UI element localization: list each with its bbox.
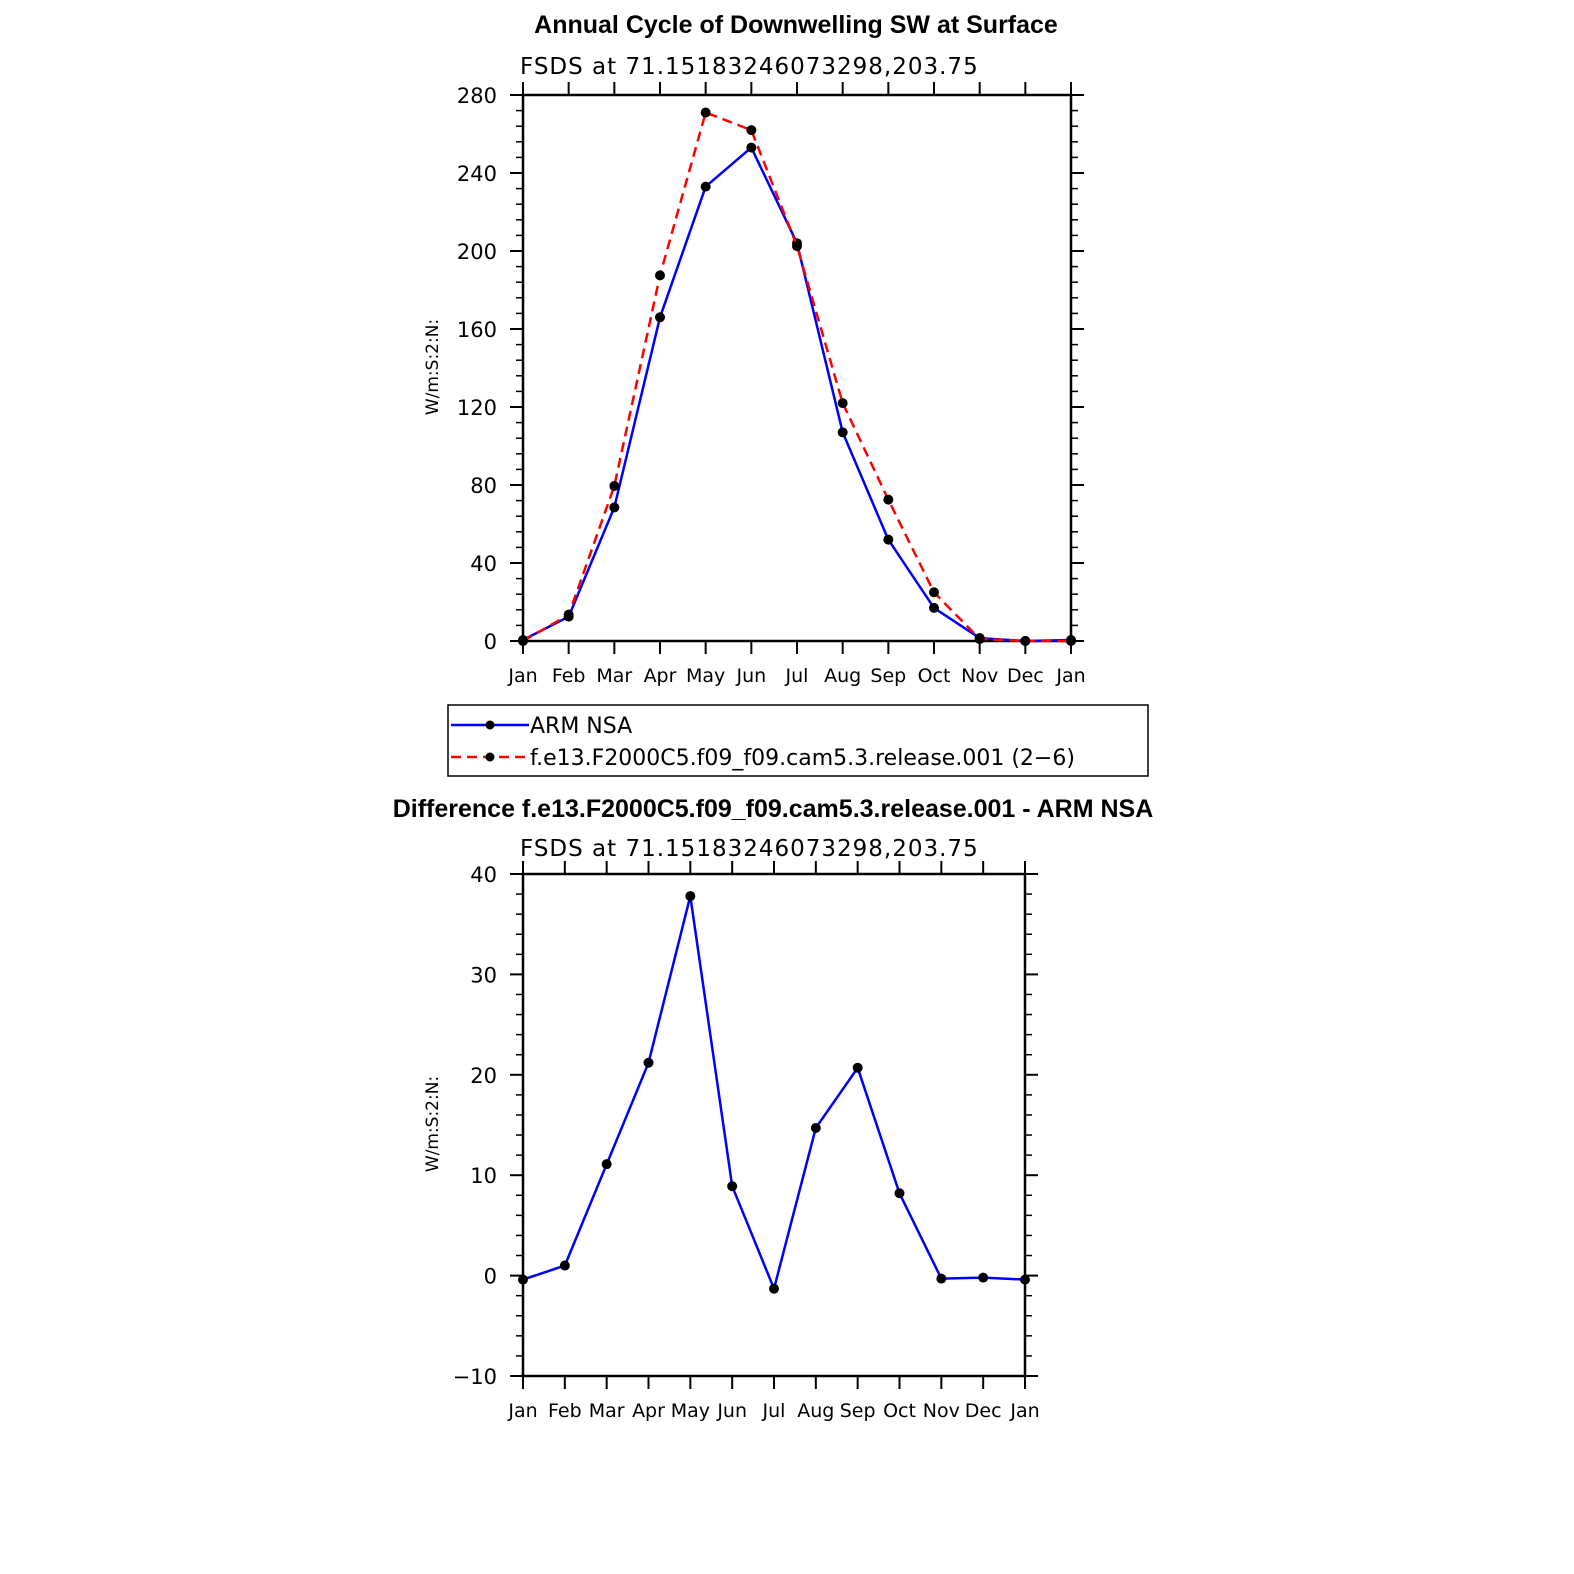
chart1-ytick-label: 120 (457, 396, 497, 420)
chart1-series-1-point (929, 602, 939, 613)
chart2-series-1-point (601, 1159, 612, 1170)
chart1-xtick-label: Nov (961, 665, 998, 687)
chart1-series-2-point (974, 634, 985, 645)
legend-entry-1: ARM NSA (451, 714, 632, 739)
chart1-series-2-point (883, 494, 894, 505)
chart1-xtick-label: Jul (785, 665, 809, 687)
chart1-series-2-point (655, 270, 665, 281)
chart2-xtick-label: Apr (632, 1400, 665, 1422)
chart2-xtick-label: Dec (965, 1400, 1002, 1422)
chart2-series-1-point (1020, 1274, 1030, 1285)
chart2-xtick-label: Jun (716, 1400, 747, 1422)
chart1-xtick-label: Aug (824, 665, 861, 687)
chart2-xtick-label: Nov (923, 1400, 960, 1422)
chart1-xtick-label: Jun (735, 665, 766, 687)
chart1-xtick-label: May (686, 665, 725, 687)
chart1-series-1-point (655, 312, 665, 323)
chart1-series-2-line (522, 111, 1071, 643)
chart1-series-1-point (837, 427, 848, 438)
legend-marker-1 (485, 720, 495, 730)
chart2-series-1-point (518, 1274, 528, 1285)
chart1-series-2-point (1066, 636, 1076, 646)
chart2-xtick-label: May (671, 1400, 710, 1422)
chart2-ytick-label: 30 (470, 963, 497, 987)
chart2-series-1-point (727, 1181, 738, 1192)
chart2-series-1-point (852, 1062, 863, 1073)
chart1-subtitle: FSDS at 71.15183246073298,203.75 (520, 54, 979, 80)
chart1-ytick-label: 280 (457, 84, 497, 108)
chart1-series-2-point (700, 107, 711, 118)
chart1-ytick-label: 160 (457, 318, 497, 342)
chart1-series-2-point (929, 587, 939, 598)
chart2-title: Difference f.e13.F2000C5.f09_f09.cam5.3.… (393, 795, 1154, 823)
chart1-series-2-point (837, 398, 848, 409)
chart1-ytick-label: 0 (484, 630, 497, 654)
chart2-xtick-label: Feb (548, 1400, 582, 1422)
chart1-ytick-label: 240 (457, 162, 497, 186)
chart1-legend: ARM NSA f.e13.F2000C5.f09_f09.cam5.3.rel… (447, 704, 1149, 777)
chart2-series-1-point (685, 891, 696, 902)
chart1-frame (521, 93, 1073, 643)
chart2-series-1-point (643, 1057, 654, 1068)
chart1-xtick-label: Oct (918, 665, 951, 687)
chart1-title: Annual Cycle of Downwelling SW at Surfac… (534, 11, 1058, 39)
chart1-series-2-point (746, 125, 757, 136)
chart2-ylabel: W/m:S:2:N: (423, 1076, 443, 1172)
chart1-xtick-label: Apr (644, 665, 677, 687)
legend-box (447, 704, 1149, 777)
chart2-series-1-point (810, 1123, 821, 1134)
chart2-series-1-point (559, 1260, 570, 1271)
chart2-xtick-label: Jan (507, 1400, 537, 1422)
chart2-plot: −10 0 10 20 30 40 Jan Feb Mar Apr May Jun Jul Aug Sep O… (453, 861, 1040, 1422)
chart2-xtick-label: Jul (762, 1400, 786, 1422)
chart2-ytick-label: 20 (470, 1064, 497, 1088)
chart1-ytick-label: 40 (470, 552, 497, 576)
chart2-ytick-label: 10 (470, 1164, 497, 1188)
chart2-series-1-point (978, 1272, 989, 1283)
chart1-xtick-label: Sep (870, 665, 906, 687)
chart2-ytick-label: −10 (453, 1365, 497, 1389)
chart2-xtick-label: Jan (1009, 1400, 1039, 1422)
chart2-series-1-line (522, 894, 1026, 1290)
legend-label-1: ARM NSA (530, 714, 632, 739)
chart2-series-1-point (894, 1188, 905, 1199)
chart2-ytick-label: 40 (470, 863, 497, 887)
chart1-plot: 0 40 80 120 160 200 240 280 Jan Feb Mar Apr May Jun Ju… (457, 82, 1086, 687)
legend-entry-2: f.e13.F2000C5.f09_f09.cam5.3.release.001… (451, 746, 1075, 771)
chart1-ytick-label: 200 (457, 240, 497, 264)
chart1-xtick-label: Jan (507, 665, 537, 687)
chart1-series-1-point (700, 181, 711, 192)
chart1-series-1-point (746, 142, 757, 153)
chart1-series-1-line (522, 146, 1072, 643)
chart2-xtick-label: Mar (589, 1400, 625, 1422)
chart2-subtitle: FSDS at 71.15183246073298,203.75 (520, 836, 979, 862)
chart1-series-2-point (1020, 636, 1031, 646)
chart1-ylabel: W/m:S:2:N: (423, 319, 443, 415)
chart2-xtick-label: Sep (840, 1400, 876, 1422)
chart1-series-1-point (609, 502, 620, 513)
legend-label-2: f.e13.F2000C5.f09_f09.cam5.3.release.001… (530, 746, 1075, 771)
legend-marker-2 (485, 752, 495, 762)
chart1-xtick-label: Dec (1007, 665, 1044, 687)
chart1-series-1-point (883, 534, 894, 545)
chart2-series-1-point (769, 1283, 779, 1294)
chart1-series-2-point (609, 480, 620, 491)
chart1-series-2-point (518, 636, 528, 646)
chart1-series-2-point (792, 241, 802, 252)
chart1-series-2-point (563, 609, 574, 620)
chart2-ytick-label: 0 (484, 1265, 497, 1289)
chart2-series-1-point (936, 1273, 947, 1284)
chart1-xtick-label: Jan (1055, 665, 1085, 687)
chart1-ytick-label: 80 (470, 474, 497, 498)
chart2-frame (521, 872, 1027, 1378)
chart2-xtick-label: Oct (883, 1400, 916, 1422)
chart1-xtick-label: Feb (552, 665, 586, 687)
chart2-xtick-label: Aug (797, 1400, 834, 1422)
chart1-xtick-label: Mar (596, 665, 632, 687)
